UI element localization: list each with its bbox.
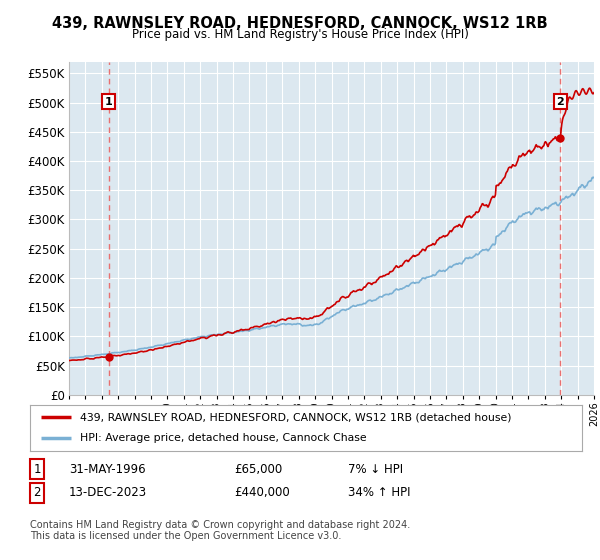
Text: 439, RAWNSLEY ROAD, HEDNESFORD, CANNOCK, WS12 1RB (detached house): 439, RAWNSLEY ROAD, HEDNESFORD, CANNOCK,… (80, 412, 511, 422)
Text: 1: 1 (105, 96, 113, 106)
Text: 34% ↑ HPI: 34% ↑ HPI (348, 486, 410, 500)
Text: HPI: Average price, detached house, Cannock Chase: HPI: Average price, detached house, Cann… (80, 433, 367, 444)
Text: 2: 2 (556, 96, 564, 106)
Text: 13-DEC-2023: 13-DEC-2023 (69, 486, 147, 500)
Text: Price paid vs. HM Land Registry's House Price Index (HPI): Price paid vs. HM Land Registry's House … (131, 28, 469, 41)
Text: 2: 2 (34, 486, 41, 500)
Text: £440,000: £440,000 (234, 486, 290, 500)
Text: £65,000: £65,000 (234, 463, 282, 476)
Text: 7% ↓ HPI: 7% ↓ HPI (348, 463, 403, 476)
Text: 439, RAWNSLEY ROAD, HEDNESFORD, CANNOCK, WS12 1RB: 439, RAWNSLEY ROAD, HEDNESFORD, CANNOCK,… (52, 16, 548, 31)
Text: 31-MAY-1996: 31-MAY-1996 (69, 463, 146, 476)
Text: Contains HM Land Registry data © Crown copyright and database right 2024.
This d: Contains HM Land Registry data © Crown c… (30, 520, 410, 542)
Text: 1: 1 (34, 463, 41, 476)
